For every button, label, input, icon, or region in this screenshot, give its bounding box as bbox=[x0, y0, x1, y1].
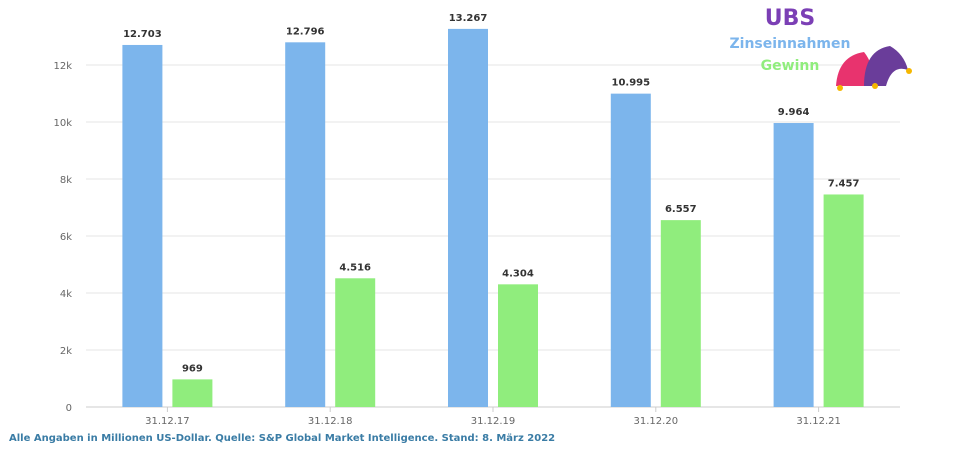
legend-item-gewinn[interactable]: Gewinn bbox=[760, 58, 820, 74]
y-tick-label: 10k bbox=[53, 118, 72, 129]
data-label: 4.516 bbox=[339, 262, 371, 273]
data-label: 6.557 bbox=[665, 204, 697, 215]
bar-gewinn-2[interactable] bbox=[498, 284, 538, 407]
y-tick-label: 12k bbox=[53, 61, 72, 72]
bar-zinseinnahmen-2[interactable] bbox=[448, 28, 488, 407]
y-tick-label: 6k bbox=[60, 232, 72, 243]
x-tick-label: 31.12.17 bbox=[145, 416, 190, 427]
data-label: 7.457 bbox=[828, 178, 860, 189]
data-label: 12.703 bbox=[123, 29, 162, 40]
y-tick-label: 0 bbox=[66, 403, 72, 414]
data-label: 9.964 bbox=[778, 107, 810, 118]
x-tick-label: 31.12.21 bbox=[796, 416, 841, 427]
x-tick-label: 31.12.19 bbox=[471, 416, 516, 427]
data-label: 969 bbox=[182, 363, 203, 374]
x-tick-label: 31.12.20 bbox=[634, 416, 679, 427]
x-tick-label: 31.12.18 bbox=[308, 416, 353, 427]
bar-gewinn-4[interactable] bbox=[823, 194, 864, 407]
source-note: Alle Angaben in Millionen US-Dollar. Que… bbox=[9, 433, 556, 444]
bar-zinseinnahmen-1[interactable] bbox=[285, 42, 326, 408]
data-label: 13.267 bbox=[449, 13, 488, 24]
data-label: 12.796 bbox=[286, 26, 325, 37]
bar-zinseinnahmen-4[interactable] bbox=[773, 123, 814, 407]
bar-gewinn-1[interactable] bbox=[335, 278, 376, 407]
bar-gewinn-0[interactable] bbox=[172, 379, 213, 407]
data-label: 4.304 bbox=[502, 268, 534, 279]
data-label: 10.995 bbox=[612, 78, 651, 89]
legend-title: UBS bbox=[764, 6, 816, 31]
bar-zinseinnahmen-3[interactable] bbox=[610, 93, 651, 407]
y-tick-label: 4k bbox=[60, 289, 72, 300]
jester-hat-icon bbox=[836, 46, 912, 91]
legend-item-zinseinnahmen[interactable]: Zinseinnahmen bbox=[729, 36, 851, 52]
y-tick-label: 8k bbox=[60, 175, 72, 186]
bar-gewinn-3[interactable] bbox=[660, 220, 701, 407]
y-tick-label: 2k bbox=[60, 346, 72, 357]
bar-zinseinnahmen-0[interactable] bbox=[122, 44, 163, 407]
